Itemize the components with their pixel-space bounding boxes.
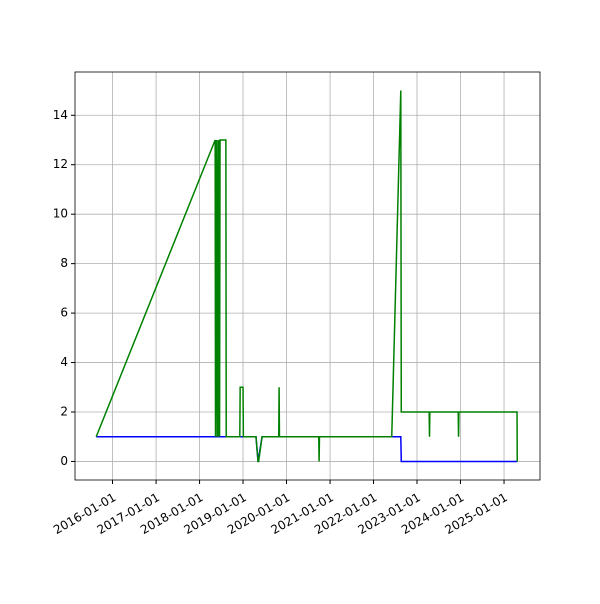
series-line [96, 435, 518, 463]
y-tick-label: 8 [60, 256, 68, 270]
y-tick-label: 2 [60, 405, 68, 419]
plot-frame [74, 71, 541, 481]
y-tick-label: 6 [60, 306, 68, 320]
y-tick-label: 4 [60, 355, 68, 369]
y-tick-label: 0 [60, 454, 68, 468]
y-tick-label: 12 [53, 157, 68, 171]
series-line [95, 90, 519, 463]
y-tick-label: 10 [53, 207, 68, 221]
y-tick-label: 14 [53, 108, 68, 122]
